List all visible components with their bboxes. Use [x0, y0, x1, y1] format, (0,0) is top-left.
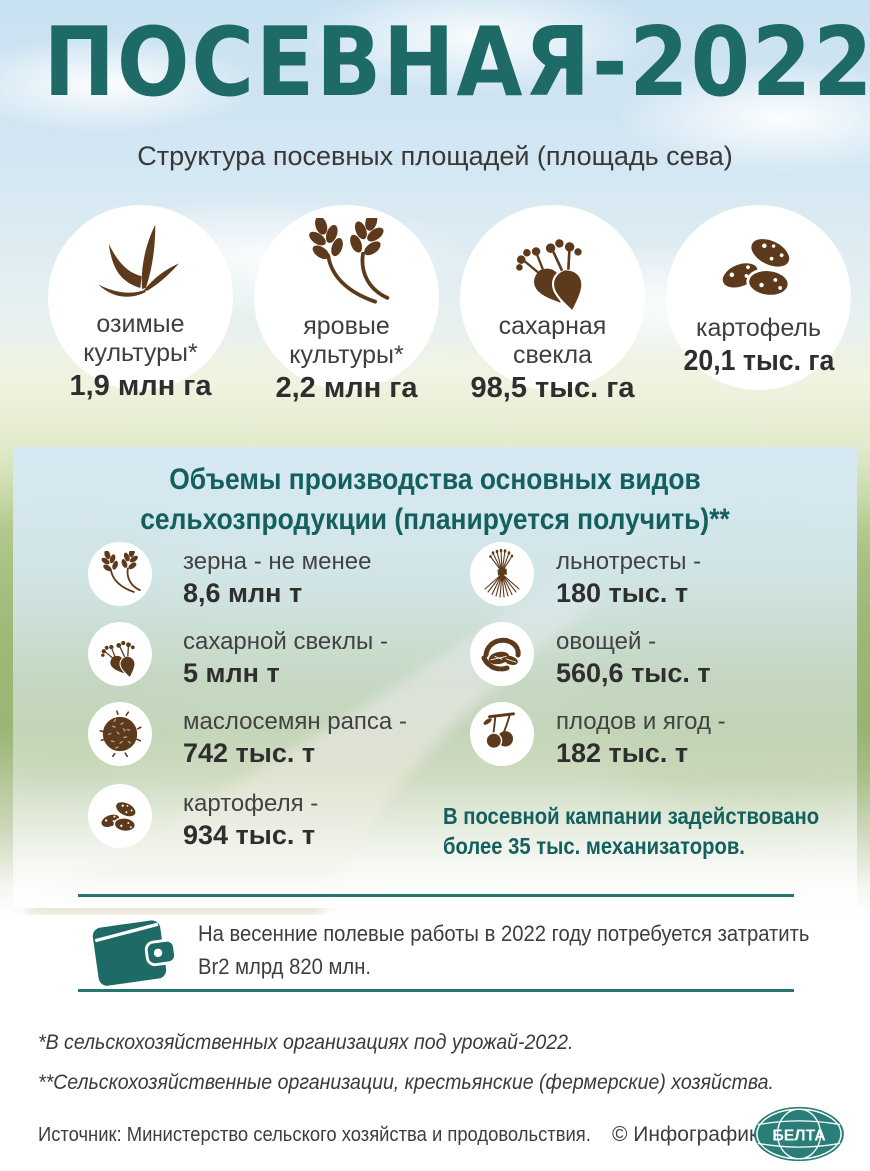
potato-icon [712, 218, 806, 314]
belta-logo: БЕЛТА [752, 1105, 846, 1168]
card-label: озимые культуры* [83, 310, 197, 368]
sown-area-card-spring-crops: яровые культуры* 2,2 млн га [254, 205, 439, 404]
card-label-line: культуры* [83, 339, 198, 367]
production-item-value: 180 тыс. т [556, 578, 689, 608]
budget-text-line: Br2 млрд 820 млн. [198, 954, 371, 979]
belta-logo-text: БЕЛТА [772, 1128, 826, 1145]
card-label-line: сахарная [498, 312, 607, 340]
production-item-label: маслосемян рапса - [183, 708, 407, 735]
vegetables-icon [470, 622, 534, 686]
production-item-grain: зерна - не менее 8,6 млн т [88, 542, 371, 609]
production-item-potato: картофеля - 934 тыс. т [88, 784, 318, 851]
production-item-text: картофеля - 934 тыс. т [183, 789, 318, 851]
card-label-line: картофель [695, 314, 822, 342]
card-value: 1,9 млн га [69, 370, 212, 402]
budget-text: На весенние полевые работы в 2022 году п… [198, 917, 863, 983]
card-label: яровые культуры* [289, 312, 403, 370]
production-item-label: льнотресты - [556, 548, 702, 575]
machinists-statement: В посевной кампании задействовано более … [443, 801, 870, 861]
production-item-fruits: плодов и ягод - 182 тыс. т [470, 702, 726, 769]
source-text: Источник: Министерство сельского хозяйст… [38, 1124, 591, 1146]
production-item-label: плодов и ягод - [556, 708, 726, 735]
production-panel-background [13, 447, 857, 908]
page-title: ПОСЕВНАЯ-2022 [43, 8, 870, 118]
production-item-vegetables: овощей - 560,6 тыс. т [470, 622, 711, 689]
page-subtitle: Структура посевных площадей (площадь сев… [137, 141, 733, 171]
production-item-text: сахарной свеклы - 5 млн т [183, 627, 388, 689]
production-item-text: льнотресты - 180 тыс. т [556, 547, 701, 609]
production-item-text: плодов и ягод - 182 тыс. т [556, 707, 726, 769]
production-item-text: зерна - не менее 8,6 млн т [183, 547, 371, 609]
flax-icon [470, 542, 534, 606]
sown-area-card-winter-crops: озимые культуры* 1,9 млн га [48, 205, 233, 402]
footnote-1: *В сельскохозяйственных организациях под… [38, 1031, 574, 1054]
card-value: 20,1 тыс. га [683, 345, 834, 377]
card-label: сахарная свекла [499, 312, 607, 370]
sown-area-card-potato: картофель 20,1 тыс. га [666, 205, 851, 390]
production-item-value: 560,6 тыс. т [556, 658, 711, 688]
budget-text-line: На весенние полевые работы в 2022 году п… [198, 921, 810, 946]
card-value: 98,5 тыс. га [470, 372, 635, 404]
production-item-value: 5 млн т [183, 658, 280, 688]
copyright-text: © Инфографика [612, 1123, 771, 1146]
sugar-beet-icon [88, 622, 152, 686]
bottom-divider-line [78, 989, 794, 992]
card-label-line: культуры* [289, 341, 404, 369]
footnote-2: **Сельскохозяйственные организации, крес… [38, 1071, 774, 1094]
production-heading: Объемы производства основных видов сельх… [13, 460, 857, 540]
card-value: 2,2 млн га [275, 372, 418, 404]
production-heading-line: сельхозпродукции (планируется получить)*… [140, 503, 730, 536]
top-divider-line [78, 894, 794, 897]
fruits-berries-icon [470, 702, 534, 766]
production-item-label: картофеля - [183, 790, 319, 817]
card-label-line: свекла [512, 341, 593, 369]
wallet-icon [82, 906, 186, 1001]
rapeseed-icon [88, 702, 152, 766]
sugar-beet-icon [506, 218, 600, 312]
grain-icon [88, 542, 152, 606]
production-item-label: сахарной свеклы - [183, 628, 388, 655]
production-item-sugar-beet: сахарной свеклы - 5 млн т [88, 622, 388, 689]
production-item-value: 182 тыс. т [556, 738, 689, 768]
machinists-statement-line: В посевной кампании задействовано [443, 803, 820, 829]
card-label: картофель [696, 314, 821, 343]
production-heading-line: Объемы производства основных видов [169, 463, 701, 496]
winter-crops-icon [95, 218, 187, 310]
production-item-label: зерна - не менее [183, 548, 372, 575]
sown-area-card-sugar-beet: сахарная свекла 98,5 тыс. га [460, 205, 645, 404]
production-item-rapeseed: маслосемян рапса - 742 тыс. т [88, 702, 407, 769]
production-item-flax: льнотресты - 180 тыс. т [470, 542, 701, 609]
card-label-line: яровые [303, 312, 390, 340]
potato-icon [88, 784, 152, 848]
production-item-label: овощей - [556, 628, 657, 655]
production-item-value: 934 тыс. т [183, 820, 316, 850]
production-item-value: 8,6 млн т [183, 578, 303, 608]
production-item-text: маслосемян рапса - 742 тыс. т [183, 707, 407, 769]
spring-crops-icon [300, 218, 394, 312]
card-label-line: озимые [96, 310, 185, 338]
production-item-text: овощей - 560,6 тыс. т [556, 627, 711, 689]
production-item-value: 742 тыс. т [183, 738, 316, 768]
machinists-statement-line: более 35 тыс. механизаторов. [443, 833, 745, 859]
